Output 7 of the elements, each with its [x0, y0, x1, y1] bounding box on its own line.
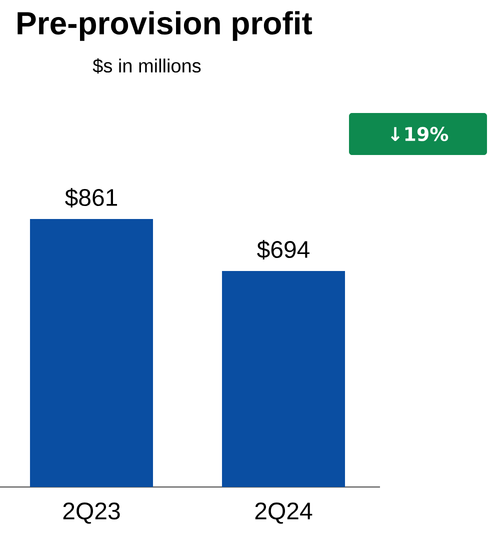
chart-subtitle: $s in millions — [92, 58, 201, 74]
data-label: $861 — [65, 188, 118, 208]
x-tick-label: 2Q23 — [63, 502, 120, 524]
x-tick-label: 2Q24 — [255, 502, 312, 524]
data-label: $694 — [257, 240, 310, 260]
text: ↓19% — [390, 126, 448, 142]
chart-title: Pre-provision profit — [18, 11, 312, 41]
